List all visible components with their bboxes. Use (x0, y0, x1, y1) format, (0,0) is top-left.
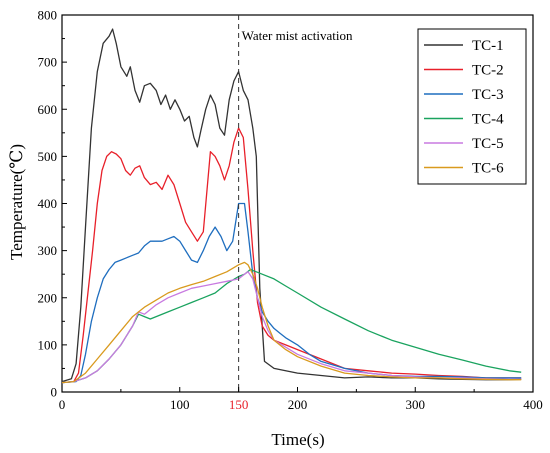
x-axis-title: Time(s) (271, 430, 324, 449)
legend: TC-1 TC-2 TC-3 TC-4 TC-5 TC-6 (417, 28, 527, 185)
y-tick-label: 700 (38, 55, 58, 70)
y-tick-label: 100 (38, 337, 58, 352)
x-tick-label: 0 (59, 397, 66, 412)
series-line-tc-2 (61, 127, 522, 384)
y-axis-title: Temperature(℃) (7, 144, 26, 260)
legend-label-tc-1: TC-1 (472, 38, 504, 54)
x-tick-label: 300 (406, 397, 426, 412)
x-tick-label: 100 (170, 397, 190, 412)
series-line-tc-5 (61, 271, 522, 384)
legend-label-tc-5: TC-5 (472, 136, 504, 152)
y-tick-label: 800 (38, 8, 58, 23)
legend-label-tc-2: TC-2 (472, 63, 504, 79)
legend-label-tc-3: TC-3 (472, 87, 504, 103)
x-tick-label: 400 (523, 397, 543, 412)
series-line-tc-4 (61, 268, 522, 384)
y-tick-label: 400 (38, 196, 58, 211)
legend-label-tc-4: TC-4 (472, 112, 504, 128)
legend-label-tc-6: TC-6 (472, 161, 504, 177)
y-tick-label: 600 (38, 102, 58, 117)
axis-ticks: 0 100 200 300 400 150 0 100 200 300 400 500 600 700 80… (38, 8, 543, 413)
y-tick-label: 200 (38, 290, 58, 305)
series-line-tc-3 (61, 202, 522, 384)
y-tick-label: 0 (51, 385, 58, 400)
series-line-tc-6 (61, 261, 522, 384)
water-mist-annotation: Water mist activation (242, 28, 353, 43)
y-tick-label: 300 (38, 243, 58, 258)
legend-box (417, 28, 527, 185)
y-tick-label: 500 (38, 149, 58, 164)
series-line-tc-1 (61, 28, 522, 383)
x-tick-label-highlight: 150 (229, 397, 249, 412)
x-tick-label: 200 (288, 397, 308, 412)
